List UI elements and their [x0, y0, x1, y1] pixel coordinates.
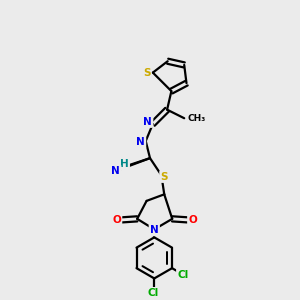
Text: O: O — [112, 215, 121, 225]
Text: H: H — [120, 159, 129, 170]
Text: N: N — [136, 137, 145, 148]
Text: N: N — [143, 117, 152, 127]
Text: S: S — [143, 68, 150, 78]
Text: S: S — [160, 172, 168, 182]
Text: Cl: Cl — [147, 288, 158, 298]
Text: Cl: Cl — [177, 270, 189, 280]
Text: O: O — [188, 215, 197, 225]
Text: CH₃: CH₃ — [188, 114, 206, 123]
Text: N: N — [111, 166, 120, 176]
Text: N: N — [150, 225, 159, 235]
